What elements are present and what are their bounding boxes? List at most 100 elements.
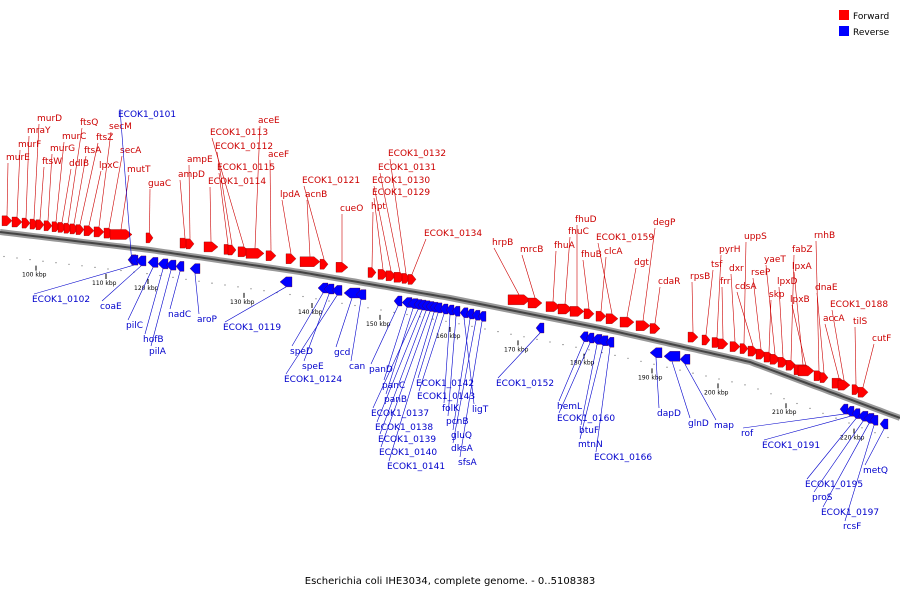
forward-gene-arrow bbox=[227, 244, 237, 256]
reverse-gene-label-pila: pilA bbox=[149, 347, 167, 357]
forward-gene-arrow bbox=[285, 253, 297, 264]
reverse-gene-leader bbox=[806, 418, 857, 480]
reverse-gene-leader bbox=[558, 342, 591, 414]
ruler-dot bbox=[341, 302, 343, 304]
forward-gene-arrow bbox=[687, 331, 699, 343]
forward-gene-label-lpxc: lpxC bbox=[99, 161, 119, 171]
ruler-dot bbox=[731, 381, 733, 383]
reverse-gene-label-ecok1-0138: ECOK1_0138 bbox=[375, 423, 433, 433]
reverse-gene-leader bbox=[379, 310, 427, 435]
forward-gene-arrow bbox=[319, 259, 329, 270]
ruler-dot bbox=[94, 266, 96, 268]
forward-gene-label-ftsz: ftsZ bbox=[96, 133, 113, 143]
ruler-dot bbox=[185, 278, 187, 280]
forward-gene-leader bbox=[179, 179, 186, 239]
forward-gene-leader bbox=[743, 241, 747, 344]
forward-gene-arrow bbox=[407, 274, 417, 285]
forward-gene-leader bbox=[654, 286, 661, 324]
ruler-dot bbox=[718, 378, 720, 380]
forward-gene-leader bbox=[16, 149, 21, 218]
reverse-gene-leader bbox=[452, 320, 477, 444]
ruler-dot bbox=[302, 295, 304, 298]
forward-gene-label-tils: tilS bbox=[853, 317, 868, 327]
forward-gene-label-ecok1-0134: ECOK1_0134 bbox=[424, 229, 482, 239]
forward-gene-label-ftsw: ftsW bbox=[42, 157, 62, 167]
forward-gene-label-ecok1-0112: ECOK1_0112 bbox=[215, 142, 273, 152]
reverse-gene-label-coae: coaE bbox=[100, 302, 122, 312]
forward-gene-label-frr: frr bbox=[720, 277, 731, 287]
forward-gene-leader bbox=[815, 240, 820, 371]
forward-gene-arrow bbox=[507, 294, 531, 305]
ruler-tick-label: 150 kbp bbox=[366, 321, 391, 328]
reverse-gene-leader bbox=[742, 413, 845, 429]
reverse-gene-leader bbox=[459, 321, 483, 458]
forward-gene-leader bbox=[582, 259, 590, 309]
forward-gene-leader bbox=[88, 170, 102, 226]
forward-gene-label-secm: secM bbox=[109, 122, 132, 132]
forward-gene-label-yaet: yaeT bbox=[764, 255, 786, 265]
forward-gene-leader bbox=[373, 185, 392, 271]
reverse-gene-label-ecok1-0140: ECOK1_0140 bbox=[379, 448, 437, 458]
forward-gene-arrow bbox=[701, 334, 711, 346]
ruler-dot bbox=[263, 290, 265, 292]
reverse-gene-label-ecok1-0195: ECOK1_0195 bbox=[805, 480, 863, 490]
forward-legend-label: Forward bbox=[853, 12, 889, 22]
ruler-dot bbox=[549, 341, 551, 343]
forward-gene-leader bbox=[373, 197, 384, 270]
reverse-gene-label-ecok1-0102: ECOK1_0102 bbox=[32, 295, 90, 305]
ruler-dot bbox=[640, 360, 642, 362]
forward-gene-arrow bbox=[557, 303, 573, 315]
forward-gene-leader bbox=[216, 151, 233, 246]
forward-gene-leader bbox=[705, 269, 714, 336]
ruler-dot bbox=[458, 323, 460, 325]
reverse-gene-leader bbox=[844, 425, 875, 522]
forward-gene-label-fhuc: fhuC bbox=[568, 227, 589, 237]
ruler-tick-label: 140 kbp bbox=[298, 309, 323, 316]
forward-gene-label-murc: murC bbox=[62, 132, 86, 142]
forward-gene-arrow bbox=[43, 220, 53, 231]
forward-gene-leader bbox=[824, 323, 840, 379]
reverse-gene-arrow bbox=[355, 289, 367, 300]
forward-gene-leader bbox=[98, 131, 112, 227]
forward-gene-label-lpxa: lpxA bbox=[792, 262, 813, 272]
forward-gene-arrow bbox=[75, 224, 85, 235]
forward-gene-label-acee: aceE bbox=[258, 116, 280, 126]
reverse-gene-leader bbox=[383, 307, 408, 381]
ruler-dot bbox=[705, 375, 707, 377]
reverse-gene-leader bbox=[291, 292, 324, 347]
forward-gene-leader bbox=[379, 172, 401, 273]
ruler-dot bbox=[757, 388, 759, 390]
ruler-dot bbox=[796, 402, 798, 405]
ruler-dot bbox=[432, 318, 434, 320]
forward-gene-label-dxr: dxr bbox=[729, 264, 744, 274]
forward-gene-label-clca: clcA bbox=[604, 247, 623, 257]
reverse-gene-label-arop: aroP bbox=[197, 315, 218, 325]
forward-gene-arrow bbox=[527, 297, 543, 309]
forward-gene-arrow bbox=[185, 238, 195, 250]
ruler-dot bbox=[315, 298, 317, 300]
reverse-gene-arrow bbox=[535, 322, 545, 334]
forward-gene-label-degp: degP bbox=[653, 218, 676, 228]
ruler-dot bbox=[653, 363, 655, 365]
forward-gene-arrow bbox=[595, 311, 607, 322]
forward-gene-label-skp: skp bbox=[769, 290, 785, 300]
reverse-gene-arrow bbox=[175, 261, 185, 272]
forward-gene-leader bbox=[768, 299, 772, 353]
forward-gene-leader bbox=[642, 227, 656, 321]
ruler-dot bbox=[16, 257, 18, 259]
reverse-gene-arrow bbox=[279, 276, 293, 288]
reverse-gene-leader bbox=[224, 286, 287, 323]
ruler-dot bbox=[146, 273, 148, 275]
ruler-dot bbox=[367, 307, 369, 309]
ruler-dot bbox=[406, 313, 408, 316]
forward-gene-arrow bbox=[335, 262, 349, 273]
forward-gene-leader bbox=[55, 141, 65, 222]
reverse-legend-swatch bbox=[839, 26, 849, 36]
reverse-gene-leader bbox=[370, 305, 399, 365]
forward-gene-arrow bbox=[35, 219, 45, 230]
reverse-gene-label-dksa: dksA bbox=[451, 444, 474, 454]
forward-gene-arrow bbox=[857, 387, 869, 398]
forward-gene-leader bbox=[47, 153, 53, 221]
ruler-dot bbox=[224, 284, 226, 286]
